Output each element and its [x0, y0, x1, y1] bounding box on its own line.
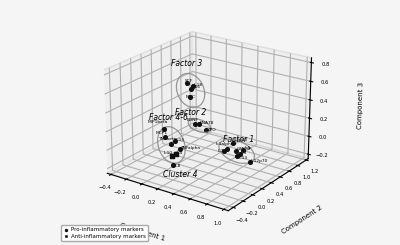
X-axis label: Component 1: Component 1 — [119, 222, 166, 242]
Y-axis label: Component 2: Component 2 — [281, 204, 324, 234]
Legend: Pro-inflammatory markers, Anti-inflammatory markers: Pro-inflammatory markers, Anti-inflammat… — [61, 225, 148, 241]
